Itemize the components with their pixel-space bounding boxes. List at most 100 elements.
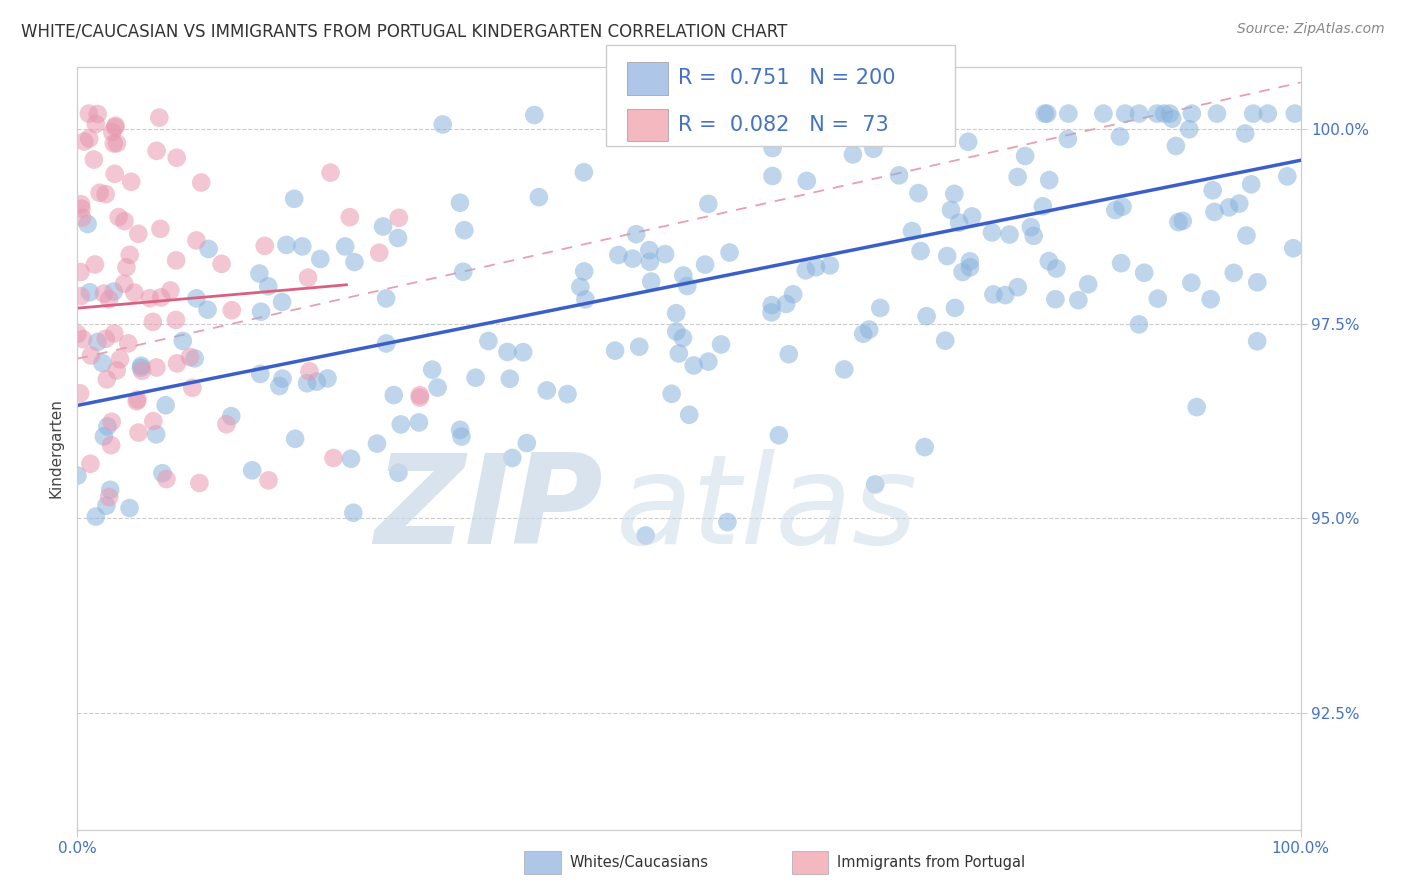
Point: [959, 260, 981, 275]
Point: [166, 151, 188, 165]
Point: [66, 468, 89, 483]
Point: [128, 425, 150, 440]
Point: [77, 106, 100, 120]
Point: [80, 348, 103, 362]
Point: [1164, 139, 1187, 153]
Point: [638, 243, 661, 257]
Point: [93, 429, 115, 443]
Point: [960, 210, 983, 224]
Text: ZIP: ZIP: [374, 449, 603, 570]
Point: [269, 379, 291, 393]
Point: [340, 451, 363, 466]
Point: [907, 186, 929, 201]
Point: [77, 131, 100, 145]
Point: [697, 354, 720, 368]
Point: [253, 239, 276, 253]
Point: [499, 372, 522, 386]
Point: [197, 302, 219, 317]
Point: [150, 290, 173, 304]
Point: [219, 409, 242, 424]
Point: [994, 288, 1017, 302]
Point: [215, 417, 238, 432]
Point: [104, 120, 127, 135]
Point: [948, 216, 970, 230]
Point: [98, 293, 121, 307]
Point: [125, 394, 148, 409]
Point: [183, 351, 205, 366]
Point: [1202, 183, 1225, 197]
Point: [186, 234, 208, 248]
Point: [943, 186, 966, 201]
Point: [858, 322, 880, 336]
Point: [107, 210, 129, 224]
Point: [249, 367, 271, 381]
Point: [79, 285, 101, 300]
Text: R =  0.751   N = 200: R = 0.751 N = 200: [678, 69, 896, 88]
Point: [104, 167, 127, 181]
Point: [1206, 106, 1229, 120]
Point: [536, 384, 558, 398]
Point: [453, 223, 475, 237]
Point: [939, 202, 962, 217]
Point: [1057, 132, 1080, 146]
Point: [271, 371, 294, 385]
Point: [1171, 214, 1194, 228]
Point: [1007, 169, 1029, 184]
Point: [678, 408, 700, 422]
Point: [112, 277, 135, 291]
Point: [832, 362, 855, 376]
Point: [863, 477, 886, 491]
Point: [869, 301, 891, 315]
Point: [186, 291, 208, 305]
Point: [1161, 112, 1184, 126]
Point: [866, 106, 889, 120]
Point: [1104, 203, 1126, 218]
Point: [165, 253, 187, 268]
Point: [1045, 261, 1067, 276]
Point: [998, 227, 1021, 242]
Point: [811, 112, 834, 127]
Point: [1067, 293, 1090, 307]
Point: [127, 227, 149, 241]
Point: [768, 428, 790, 442]
Point: [388, 211, 411, 225]
Point: [100, 415, 122, 429]
Text: R =  0.082   N =  73: R = 0.082 N = 73: [678, 115, 889, 135]
Point: [628, 340, 651, 354]
Point: [1057, 106, 1080, 120]
Point: [1092, 106, 1115, 120]
Point: [1257, 106, 1279, 120]
Point: [865, 106, 887, 120]
Point: [426, 380, 449, 394]
Point: [211, 257, 233, 271]
Point: [914, 440, 936, 454]
Point: [155, 472, 177, 486]
Point: [276, 238, 298, 252]
Point: [762, 141, 785, 155]
Point: [661, 387, 683, 401]
Point: [166, 356, 188, 370]
Point: [450, 429, 472, 443]
Point: [120, 175, 142, 189]
Point: [496, 345, 519, 359]
Point: [572, 165, 595, 179]
Point: [105, 363, 128, 377]
Point: [778, 347, 800, 361]
Point: [409, 388, 432, 402]
Point: [894, 106, 917, 120]
Point: [91, 356, 114, 370]
Point: [179, 350, 201, 364]
Point: [190, 176, 212, 190]
Point: [66, 326, 89, 341]
Point: [574, 293, 596, 307]
Point: [569, 280, 592, 294]
Point: [366, 436, 388, 450]
Point: [682, 359, 704, 373]
Point: [98, 483, 121, 497]
Point: [283, 192, 305, 206]
Point: [188, 475, 211, 490]
Point: [343, 255, 366, 269]
Point: [432, 118, 454, 132]
Point: [124, 285, 146, 300]
Point: [221, 303, 243, 318]
